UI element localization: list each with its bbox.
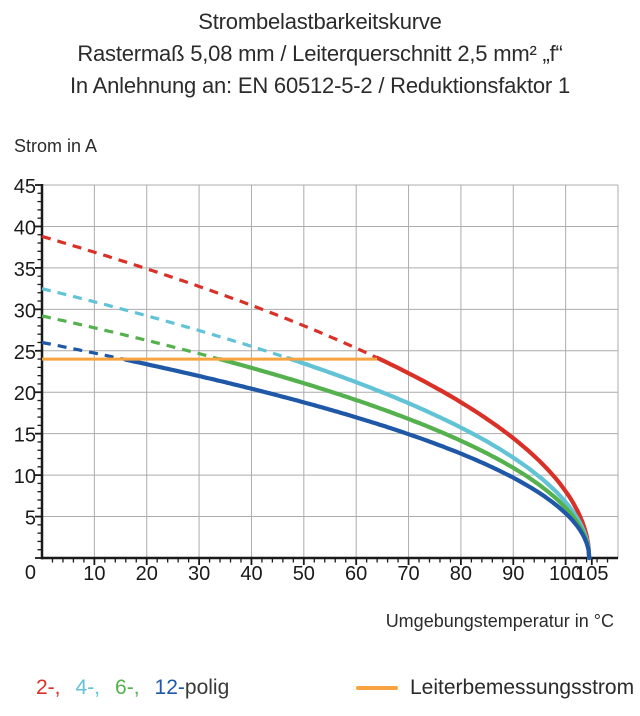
curve-dashed-6-polig [41, 314, 221, 361]
y-tick-label: 15 [14, 425, 36, 447]
legend-item-12-polig: 12- [154, 676, 185, 699]
legend-item-4-polig: 4-, [75, 676, 101, 699]
chart-subtitle-spec: Rastermaß 5,08 mm / Leiterquerschnitt 2,… [77, 41, 563, 66]
curve-solid-12-polig [123, 357, 592, 561]
y-tick-label: 10 [14, 466, 36, 488]
x-tick-label: 70 [397, 563, 419, 585]
y-tick-label: 45 [14, 176, 36, 198]
legend-item-6-polig: 6-, [115, 676, 140, 699]
curve-solid-4-polig [286, 356, 592, 561]
chart-title: Strombelastbarkeitskurve [198, 9, 442, 34]
x-tick-label: 90 [502, 563, 524, 585]
y-tick-label: 35 [14, 259, 36, 281]
x-tick-label: 60 [345, 563, 367, 585]
x-axis-title: Umgebungstemperatur in °C [385, 611, 614, 631]
y-tick-label: 40 [14, 217, 36, 239]
x-tick-label: 80 [450, 563, 472, 585]
rated-current-line-icon [356, 686, 398, 690]
chart-subtitle-standard: In Anlehnung an: EN 60512-5-2 / Reduktio… [69, 73, 570, 98]
curve-dashed-12-polig [41, 340, 127, 362]
y-tick-label: 0 [25, 562, 36, 584]
y-axis-title: Strom in A [14, 136, 98, 156]
curve-dashed-2-polig [41, 234, 378, 360]
x-tick-label: 40 [240, 563, 262, 585]
rated-current-label: Leiterbemessungsstrom [410, 676, 635, 699]
legend-suffix-polig: polig [184, 676, 230, 699]
y-tick-label: 30 [14, 300, 36, 322]
pole-count-legend: 2-, 4-, 6-, 12-polig [36, 674, 229, 702]
y-tick-label: 20 [14, 383, 36, 405]
x-tick-label: 10 [83, 563, 105, 585]
y-tick-label: 25 [14, 342, 36, 364]
legend-item-2-polig: 2-, [36, 676, 61, 699]
x-tick-label: 50 [293, 563, 315, 585]
curve-solid-6-polig [217, 357, 592, 561]
y-tick-label: 5 [25, 508, 36, 530]
curve-dashed-4-polig [41, 287, 289, 360]
x-tick-label: 105 [575, 563, 608, 585]
rated-current-legend: Leiterbemessungsstrom [356, 674, 634, 702]
x-tick-label: 30 [188, 563, 210, 585]
x-tick-label: 100 [549, 563, 582, 585]
curve-solid-2-polig [375, 355, 592, 561]
title-block: Strombelastbarkeitskurve Rastermaß 5,08 … [0, 6, 640, 102]
x-tick-label: 20 [136, 563, 158, 585]
